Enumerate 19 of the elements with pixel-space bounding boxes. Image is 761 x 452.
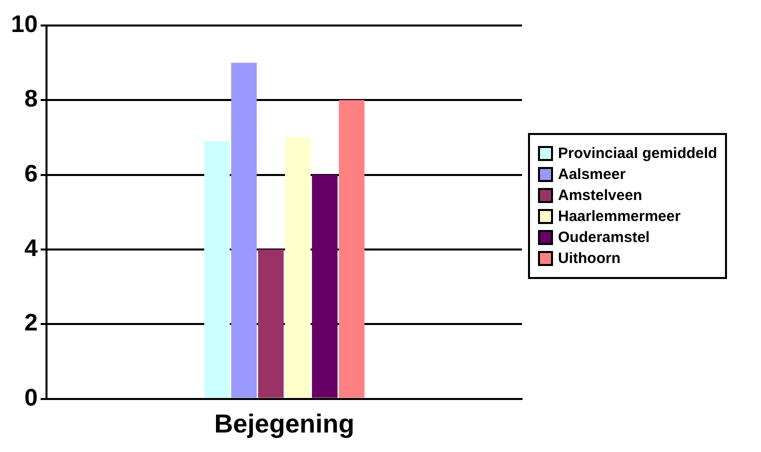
bar: [258, 249, 284, 398]
x-tick-label: Bejegening: [214, 408, 354, 439]
bar: [231, 62, 257, 398]
y-tick-label: 10: [10, 11, 38, 38]
legend-label: Haarlemmermeer: [558, 208, 681, 225]
legend-label: Aalsmeer: [558, 166, 626, 183]
bar: [338, 100, 364, 398]
legend-label: Uithoorn: [558, 250, 620, 267]
y-tick-label: 8: [24, 86, 38, 113]
y-tick-label: 2: [24, 310, 38, 337]
bar: [204, 141, 230, 398]
y-tick-label: 0: [24, 384, 38, 412]
bar: [312, 174, 338, 398]
legend-label: Amstelveen: [558, 187, 642, 204]
bar: [285, 137, 311, 398]
y-tick-label: 4: [24, 235, 38, 262]
legend-label: Ouderamstel: [558, 229, 650, 246]
legend-label: Provinciaal gemiddeld: [558, 145, 718, 162]
y-tick-label: 6: [24, 160, 38, 188]
